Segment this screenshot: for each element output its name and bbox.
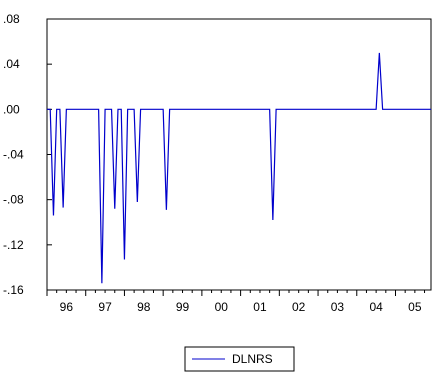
- y-tick-label: .04: [3, 57, 20, 71]
- x-tick-label: 96: [60, 300, 74, 314]
- legend-label-dlnrs: DLNRS: [232, 352, 273, 366]
- x-axis: 96 97 98 99 00 01 02 03 04 05: [46, 290, 426, 314]
- series-group: [46, 52, 432, 284]
- y-axis: .08 .04 .00 -.04 -.08 -.12 -.16: [3, 12, 52, 297]
- x-tick-label: 02: [292, 300, 306, 314]
- x-tick-label: 00: [215, 300, 229, 314]
- y-tick-label: -.08: [3, 193, 24, 207]
- y-tick-label: -.04: [3, 148, 24, 162]
- y-tick-label: .00: [3, 102, 20, 116]
- x-tick-label: 99: [176, 300, 190, 314]
- legend: DLNRS: [184, 346, 295, 372]
- x-tick-label: 04: [369, 300, 383, 314]
- y-tick-label: .08: [3, 12, 20, 26]
- x-tick-label: 98: [137, 300, 151, 314]
- legend-box: [184, 346, 295, 372]
- x-tick-label: 97: [98, 300, 112, 314]
- x-tick-label: 01: [253, 300, 267, 314]
- y-tick-label: -.12: [3, 238, 24, 252]
- x-tick-label: 05: [408, 300, 422, 314]
- y-tick-label: -.16: [3, 283, 24, 297]
- x-tick-label: 03: [331, 300, 345, 314]
- series-line-dlnrs: [47, 52, 431, 284]
